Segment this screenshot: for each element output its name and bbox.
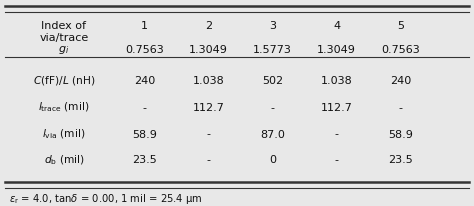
Text: 23.5: 23.5 [388,155,413,165]
Text: 3: 3 [269,21,276,31]
Text: -: - [271,102,274,112]
Text: 1.3049: 1.3049 [189,44,228,54]
Text: 0: 0 [269,155,276,165]
Text: $g_\mathit{i}$: $g_\mathit{i}$ [58,43,70,55]
Text: 240: 240 [134,75,155,85]
Text: 58.9: 58.9 [132,129,157,139]
Text: -: - [335,129,338,139]
Text: -: - [207,155,210,165]
Text: 23.5: 23.5 [132,155,157,165]
Text: $C$(fF)/$L$ (nH): $C$(fF)/$L$ (nH) [33,74,95,87]
Text: 4: 4 [333,21,340,31]
Text: 240: 240 [390,75,411,85]
Text: -: - [207,129,210,139]
Text: -: - [143,102,146,112]
Text: $l_\mathrm{via}$ (mil): $l_\mathrm{via}$ (mil) [42,127,86,141]
Text: 1.3049: 1.3049 [317,44,356,54]
Text: 502: 502 [262,75,283,85]
Text: 112.7: 112.7 [192,102,225,112]
Text: $l_\mathrm{trace}$ (mil): $l_\mathrm{trace}$ (mil) [38,100,90,114]
Text: 112.7: 112.7 [320,102,353,112]
Text: Index of
via/trace: Index of via/trace [39,21,89,43]
Text: 5: 5 [397,21,404,31]
Text: 0.7563: 0.7563 [381,44,420,54]
Text: 2: 2 [205,21,212,31]
Text: 1.5773: 1.5773 [253,44,292,54]
Text: 1.038: 1.038 [321,75,352,85]
Text: 0.7563: 0.7563 [125,44,164,54]
Text: 1.038: 1.038 [193,75,224,85]
Text: $d_\mathrm{b}$ (mil): $d_\mathrm{b}$ (mil) [44,153,84,166]
Text: 87.0: 87.0 [260,129,285,139]
Text: 58.9: 58.9 [388,129,413,139]
Text: 1: 1 [141,21,148,31]
Text: -: - [399,102,402,112]
Text: $\varepsilon_\mathrm{r}$ = 4.0, tan$\delta$ = 0.00, 1 mil = 25.4 μm: $\varepsilon_\mathrm{r}$ = 4.0, tan$\del… [9,191,203,205]
Text: -: - [335,155,338,165]
